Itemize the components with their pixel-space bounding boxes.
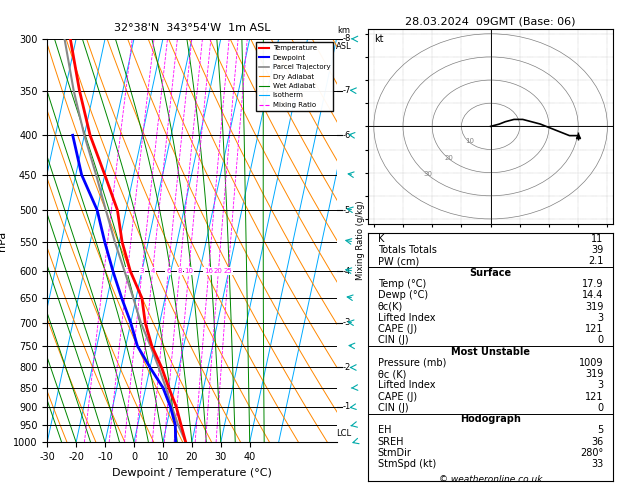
Y-axis label: hPa: hPa bbox=[0, 230, 8, 251]
Text: 5: 5 bbox=[597, 425, 603, 435]
Text: ASL: ASL bbox=[337, 42, 352, 51]
Text: PW (cm): PW (cm) bbox=[378, 257, 419, 266]
Text: 14.4: 14.4 bbox=[582, 290, 603, 300]
Text: 11: 11 bbox=[591, 234, 603, 244]
Text: SREH: SREH bbox=[378, 437, 404, 447]
Text: 30: 30 bbox=[423, 172, 432, 177]
Text: 10: 10 bbox=[184, 268, 193, 274]
Text: Dewp (°C): Dewp (°C) bbox=[378, 290, 428, 300]
Text: -8: -8 bbox=[343, 35, 351, 43]
Text: 121: 121 bbox=[585, 392, 603, 401]
Text: 2: 2 bbox=[125, 268, 130, 274]
Text: 20: 20 bbox=[444, 155, 453, 161]
Text: 121: 121 bbox=[585, 324, 603, 334]
Text: 20: 20 bbox=[214, 268, 223, 274]
Text: 36: 36 bbox=[591, 437, 603, 447]
Text: -1: -1 bbox=[343, 402, 351, 412]
Text: -4: -4 bbox=[343, 267, 351, 276]
Text: 33: 33 bbox=[591, 459, 603, 469]
Text: θᴄ (K): θᴄ (K) bbox=[378, 369, 406, 379]
Text: Surface: Surface bbox=[470, 268, 511, 278]
Text: km: km bbox=[338, 26, 350, 35]
Text: CIN (J): CIN (J) bbox=[378, 403, 408, 413]
Text: -3: -3 bbox=[343, 318, 351, 327]
Text: Hodograph: Hodograph bbox=[460, 414, 521, 424]
Text: -2: -2 bbox=[343, 363, 351, 372]
Text: CAPE (J): CAPE (J) bbox=[378, 392, 417, 401]
Text: K: K bbox=[378, 234, 384, 244]
Text: 0: 0 bbox=[598, 335, 603, 346]
Text: © weatheronline.co.uk: © weatheronline.co.uk bbox=[439, 474, 542, 484]
Title: 32°38'N  343°54'W  1m ASL: 32°38'N 343°54'W 1m ASL bbox=[114, 22, 270, 33]
Text: 3: 3 bbox=[598, 381, 603, 390]
Text: 3: 3 bbox=[140, 268, 144, 274]
Text: Mixing Ratio (g/kg): Mixing Ratio (g/kg) bbox=[356, 201, 365, 280]
Text: 10: 10 bbox=[465, 138, 474, 144]
Text: 280°: 280° bbox=[580, 448, 603, 458]
Text: Pressure (mb): Pressure (mb) bbox=[378, 358, 446, 368]
Text: 16: 16 bbox=[204, 268, 213, 274]
Text: -7: -7 bbox=[343, 86, 351, 95]
Text: 17.9: 17.9 bbox=[582, 279, 603, 289]
X-axis label: Dewpoint / Temperature (°C): Dewpoint / Temperature (°C) bbox=[112, 468, 272, 478]
Text: 2.1: 2.1 bbox=[588, 257, 603, 266]
Text: 39: 39 bbox=[591, 245, 603, 255]
Text: Most Unstable: Most Unstable bbox=[451, 347, 530, 357]
Text: 3: 3 bbox=[598, 313, 603, 323]
Text: -6: -6 bbox=[343, 131, 351, 140]
Text: 1009: 1009 bbox=[579, 358, 603, 368]
Text: 25: 25 bbox=[224, 268, 233, 274]
Text: 319: 319 bbox=[585, 369, 603, 379]
Text: -5: -5 bbox=[343, 206, 351, 214]
Text: 4: 4 bbox=[150, 268, 155, 274]
Text: CAPE (J): CAPE (J) bbox=[378, 324, 417, 334]
Text: Totals Totals: Totals Totals bbox=[378, 245, 437, 255]
Text: Lifted Index: Lifted Index bbox=[378, 381, 435, 390]
Text: θᴄ(K): θᴄ(K) bbox=[378, 301, 403, 312]
Text: 0: 0 bbox=[598, 403, 603, 413]
Text: 8: 8 bbox=[177, 268, 182, 274]
Text: StmSpd (kt): StmSpd (kt) bbox=[378, 459, 436, 469]
Text: kt: kt bbox=[374, 34, 383, 44]
Text: 319: 319 bbox=[585, 301, 603, 312]
Title: 28.03.2024  09GMT (Base: 06): 28.03.2024 09GMT (Base: 06) bbox=[405, 17, 576, 27]
Text: 6: 6 bbox=[166, 268, 170, 274]
Text: Temp (°C): Temp (°C) bbox=[378, 279, 426, 289]
Legend: Temperature, Dewpoint, Parcel Trajectory, Dry Adiabat, Wet Adiabat, Isotherm, Mi: Temperature, Dewpoint, Parcel Trajectory… bbox=[256, 42, 333, 111]
Text: CIN (J): CIN (J) bbox=[378, 335, 408, 346]
Text: StmDir: StmDir bbox=[378, 448, 411, 458]
Text: Lifted Index: Lifted Index bbox=[378, 313, 435, 323]
Text: EH: EH bbox=[378, 425, 391, 435]
Text: LCL: LCL bbox=[337, 429, 352, 438]
